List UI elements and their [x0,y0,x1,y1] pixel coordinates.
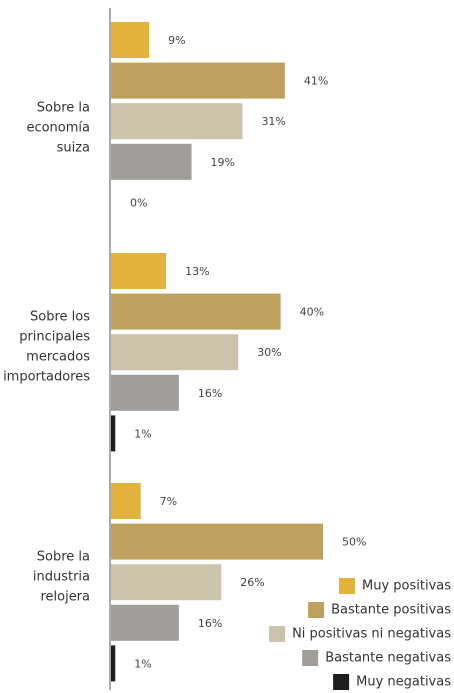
data-label: 0% [130,196,147,209]
data-label: 19% [211,156,235,169]
bar [111,374,179,411]
category-label: economía [26,121,90,136]
category-label: industria [33,570,90,585]
bar [111,523,323,560]
data-label: 13% [185,265,209,278]
bar [111,22,150,58]
legend-label: Ni positivas ni negativas [292,627,451,642]
bar [111,483,141,519]
data-label: 1% [134,657,151,670]
data-label: 30% [257,346,281,359]
data-label: 41% [304,75,328,88]
data-label: 40% [300,306,324,319]
bar [111,103,243,140]
data-label: 16% [198,387,222,400]
legend-swatch [308,602,325,618]
data-label: 31% [261,115,285,128]
legend-label: Muy negativas [356,675,451,690]
category-label: importadores [3,370,90,385]
bar [111,143,192,180]
bar [111,253,167,289]
category-label: Sobre la [37,101,90,116]
bar [111,564,222,601]
data-label: 50% [342,536,366,549]
data-label: 9% [168,34,185,47]
legend-swatch [338,578,355,594]
data-label: 16% [198,617,222,630]
bar [111,604,179,641]
legend-label: Muy positivas [362,579,451,594]
category-label: mercados [26,350,90,365]
legend-label: Bastante negativas [325,651,451,666]
bar [111,645,116,682]
legend-swatch [269,626,286,642]
data-label: 7% [160,495,177,508]
category-label: Sobre la [37,550,90,565]
bar [111,334,239,371]
category-label: relojera [40,590,90,605]
legend-swatch [302,650,319,666]
category-label: Sobre los [30,310,90,325]
data-label: 1% [134,427,151,440]
bar [111,293,281,330]
data-label: 26% [240,576,264,589]
category-label: suiza [57,141,90,156]
legend-label: Bastante positivas [331,603,451,618]
category-label: principales [19,330,90,345]
bar [111,62,285,99]
bar [111,415,116,452]
legend-swatch [333,674,350,690]
